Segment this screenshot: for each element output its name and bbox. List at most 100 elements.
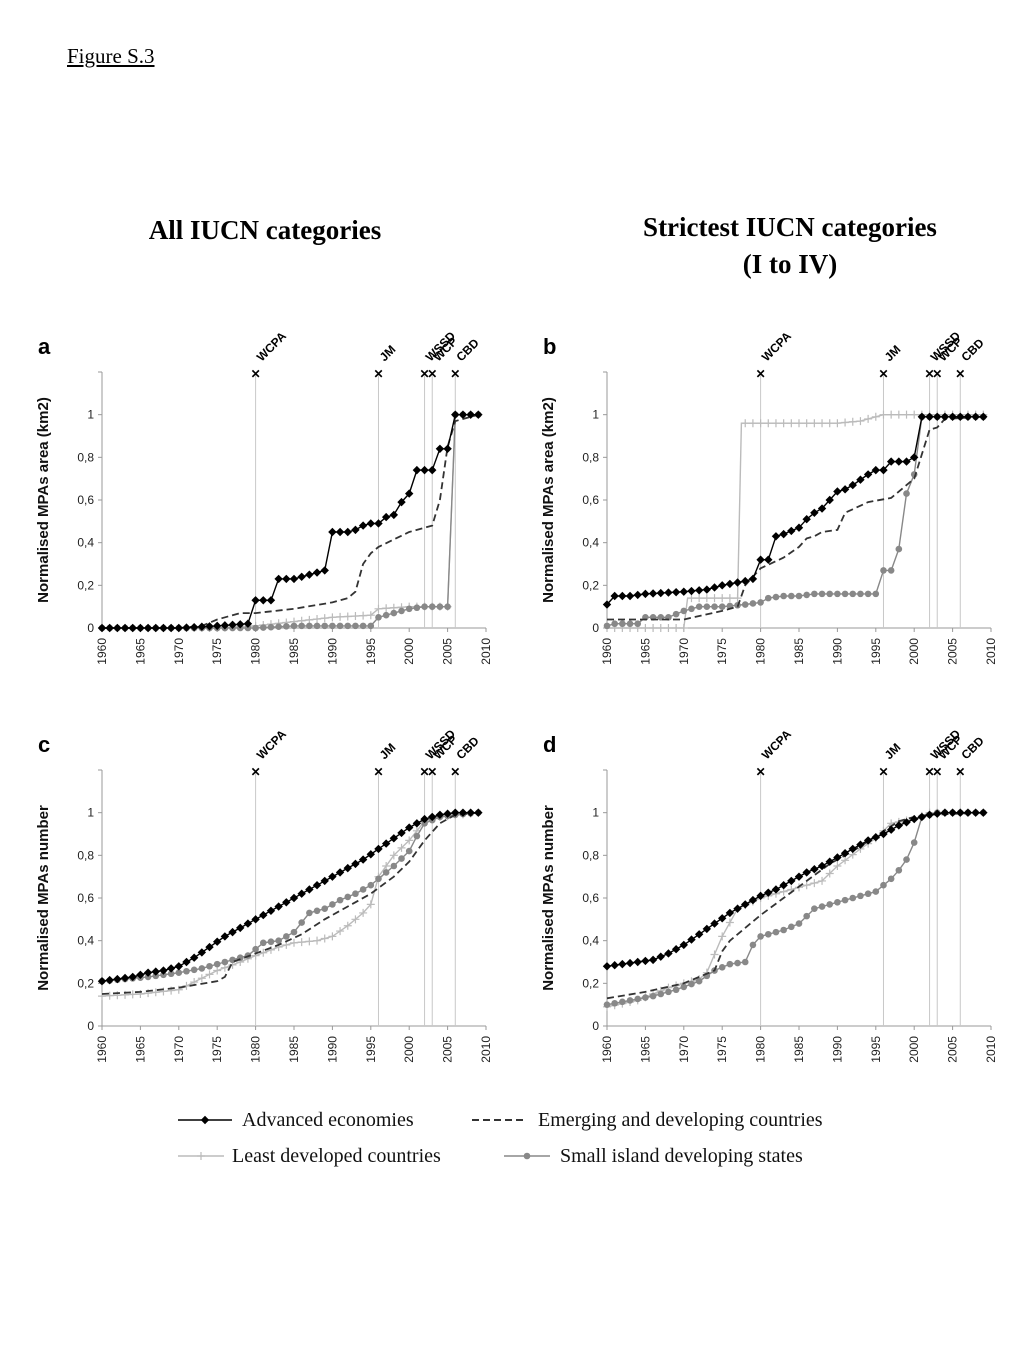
x-tick-label: 1990 bbox=[325, 638, 339, 665]
data-point-small-island-developing-states bbox=[680, 983, 688, 991]
data-point-small-island-developing-states bbox=[764, 594, 772, 602]
data-point-advanced-economies bbox=[228, 620, 237, 629]
data-point-advanced-economies bbox=[151, 623, 160, 633]
x-tick-label: 1980 bbox=[754, 1036, 768, 1063]
data-point-advanced-economies bbox=[741, 900, 750, 909]
data-point-small-island-developing-states bbox=[864, 590, 872, 598]
y-axis-label-b: Normalised MPAs area (km2) bbox=[540, 397, 557, 603]
data-point-small-island-developing-states bbox=[772, 928, 780, 936]
y-tick-label: 0,6 bbox=[582, 493, 599, 507]
x-tick-label: 1980 bbox=[249, 1036, 263, 1063]
data-point-least-developed-countries bbox=[382, 862, 391, 870]
data-point-least-developed-countries bbox=[213, 966, 222, 975]
x-tick-label: 1960 bbox=[600, 1036, 614, 1063]
data-point-advanced-economies bbox=[343, 527, 352, 537]
data-point-advanced-economies bbox=[933, 809, 942, 818]
data-point-advanced-economies bbox=[320, 876, 329, 886]
heading-strictest-iucn: Strictest IUCN categories (I to IV) bbox=[590, 209, 990, 283]
data-point-advanced-economies bbox=[443, 444, 452, 453]
data-point-advanced-economies bbox=[702, 585, 712, 594]
data-point-small-island-developing-states bbox=[711, 603, 718, 610]
data-point-advanced-economies bbox=[343, 863, 352, 873]
event-label-jm: JM bbox=[377, 342, 399, 364]
data-point-advanced-economies bbox=[289, 893, 299, 903]
legend-label: Emerging and developing countries bbox=[538, 1109, 823, 1131]
data-point-least-developed-countries bbox=[343, 612, 352, 621]
event-marker-wssd: ✕ bbox=[925, 765, 935, 779]
data-point-least-developed-countries bbox=[313, 615, 322, 624]
data-point-least-developed-countries bbox=[810, 419, 819, 428]
data-point-least-developed-countries bbox=[672, 624, 681, 632]
data-point-small-island-developing-states bbox=[283, 622, 290, 630]
data-point-advanced-economies bbox=[189, 953, 199, 962]
data-point-small-island-developing-states bbox=[313, 907, 321, 915]
data-point-small-island-developing-states bbox=[336, 896, 344, 904]
data-point-advanced-economies bbox=[297, 889, 306, 898]
data-point-advanced-economies bbox=[120, 623, 130, 633]
data-point-advanced-economies bbox=[679, 940, 688, 950]
data-point-least-developed-countries bbox=[320, 614, 329, 623]
data-point-small-island-developing-states bbox=[421, 603, 428, 610]
data-point-advanced-economies bbox=[120, 973, 130, 983]
data-point-advanced-economies bbox=[458, 410, 468, 419]
x-tick-label: 1975 bbox=[715, 1036, 729, 1063]
data-point-advanced-economies bbox=[979, 808, 988, 817]
data-point-small-island-developing-states bbox=[880, 567, 887, 574]
data-point-advanced-economies bbox=[741, 576, 750, 586]
data-point-least-developed-countries bbox=[887, 410, 896, 419]
data-point-small-island-developing-states bbox=[413, 604, 421, 612]
data-point-advanced-economies bbox=[259, 910, 268, 920]
data-point-advanced-economies bbox=[182, 623, 191, 632]
data-point-least-developed-countries bbox=[687, 594, 696, 603]
y-tick-label: 0,4 bbox=[77, 934, 94, 948]
y-tick-label: 0,6 bbox=[77, 891, 94, 905]
chart-a-svg: a✕WCPA✕JM✕WSSD✕WCP✕CBD00,20,40,60,811960… bbox=[35, 329, 493, 665]
data-point-small-island-developing-states bbox=[811, 905, 818, 912]
data-point-advanced-economies bbox=[664, 588, 673, 597]
x-tick-label: 1965 bbox=[133, 638, 147, 665]
data-point-small-island-developing-states bbox=[803, 912, 810, 920]
data-point-least-developed-countries bbox=[725, 594, 734, 603]
data-point-small-island-developing-states bbox=[298, 919, 305, 926]
data-point-advanced-economies bbox=[374, 519, 383, 528]
event-marker-jm: ✕ bbox=[373, 765, 383, 779]
data-point-small-island-developing-states bbox=[688, 605, 695, 613]
data-point-small-island-developing-states bbox=[152, 972, 160, 980]
x-tick-label: 1985 bbox=[792, 638, 806, 665]
data-point-small-island-developing-states bbox=[634, 995, 642, 1003]
data-point-advanced-economies bbox=[794, 523, 804, 532]
data-point-advanced-economies bbox=[948, 808, 957, 817]
legend-swatch-marker bbox=[523, 1152, 531, 1160]
x-tick-label: 1985 bbox=[287, 638, 301, 665]
data-point-advanced-economies bbox=[412, 465, 422, 475]
data-point-small-island-developing-states bbox=[367, 881, 375, 889]
data-point-advanced-economies bbox=[779, 529, 788, 539]
data-point-advanced-economies bbox=[748, 574, 758, 584]
x-tick-label: 2000 bbox=[402, 638, 416, 665]
data-point-advanced-economies bbox=[664, 949, 673, 958]
series-emerging-and-developing-countries bbox=[102, 413, 479, 629]
event-marker-jm: ✕ bbox=[373, 367, 383, 381]
data-point-small-island-developing-states bbox=[405, 847, 413, 855]
heading-strictest-line2: (I to IV) bbox=[742, 249, 838, 279]
data-point-advanced-economies bbox=[259, 596, 268, 605]
data-point-advanced-economies bbox=[428, 465, 437, 475]
data-point-small-island-developing-states bbox=[421, 820, 428, 827]
x-tick-label: 1995 bbox=[364, 638, 378, 665]
data-point-small-island-developing-states bbox=[398, 855, 405, 862]
data-point-small-island-developing-states bbox=[398, 607, 405, 615]
data-point-least-developed-countries bbox=[305, 615, 314, 624]
series-line-advanced-economies bbox=[606, 416, 984, 605]
x-tick-label: 2005 bbox=[946, 638, 960, 665]
legend-label: Least developed countries bbox=[232, 1145, 441, 1167]
data-point-advanced-economies bbox=[205, 622, 214, 631]
data-point-small-island-developing-states bbox=[390, 862, 398, 870]
data-point-advanced-economies bbox=[956, 808, 965, 817]
data-point-advanced-economies bbox=[451, 410, 460, 419]
data-point-advanced-economies bbox=[143, 623, 153, 633]
legend-item-advanced-economies: Advanced economies bbox=[178, 1109, 414, 1131]
data-point-small-island-developing-states bbox=[849, 590, 857, 598]
data-point-advanced-economies bbox=[863, 470, 873, 479]
event-marker-wcpa: ✕ bbox=[251, 367, 261, 381]
data-point-advanced-economies bbox=[128, 623, 137, 633]
